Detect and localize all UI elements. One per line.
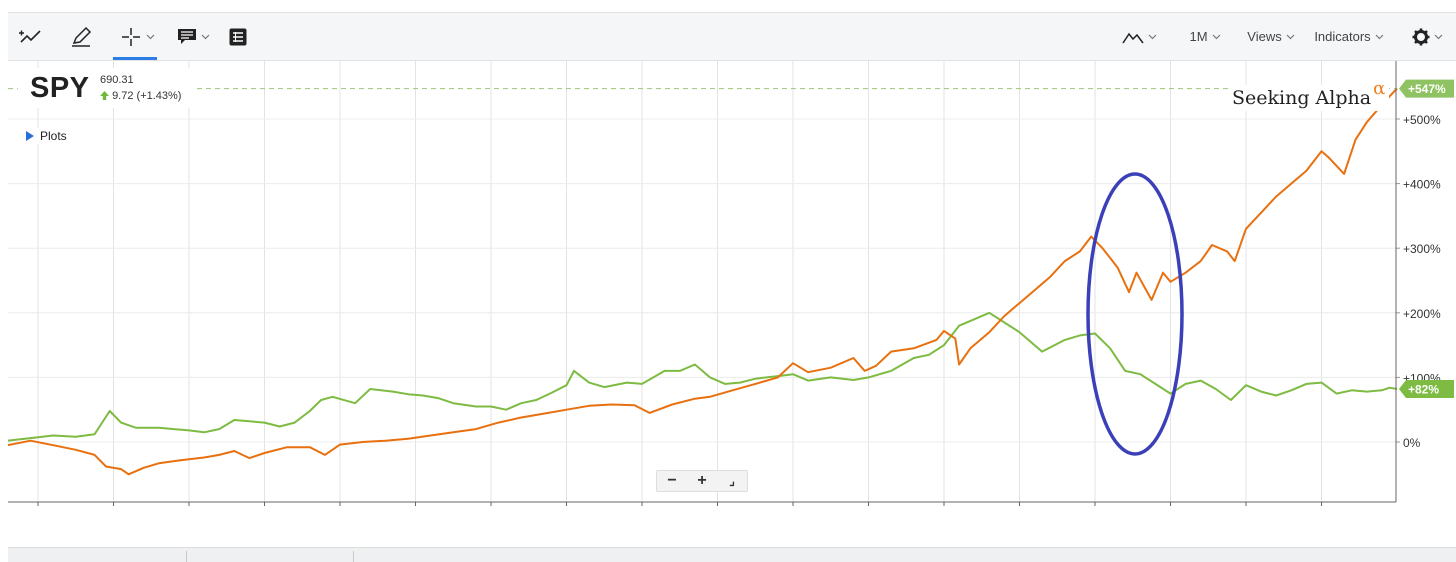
price-change: 9.72 (+1.43%) [100, 90, 181, 102]
period-dropdown[interactable]: 1M [1180, 13, 1230, 60]
chevron-down-icon [146, 34, 154, 39]
arrow-up-icon [100, 91, 109, 100]
ticker-panel [18, 68, 193, 108]
end-value-label: +82% [1408, 383, 1439, 397]
price-chart[interactable]: 2008200920102011201220132014201520162017… [7, 61, 1456, 527]
ticker-symbol: SPY [30, 72, 90, 104]
caret-right-icon [26, 131, 34, 141]
logo-text: Seeking Alpha [1232, 87, 1372, 109]
grid-lines [8, 61, 1396, 502]
y-tick-label: +400% [1403, 178, 1441, 192]
logo-alpha: α [1373, 78, 1386, 99]
period-label: 1M [1189, 29, 1208, 44]
gear-icon [1412, 28, 1429, 45]
end-labels: +547% +82% [1399, 79, 1454, 399]
indicators-dropdown[interactable]: Indicators [1308, 13, 1390, 60]
settings-button[interactable] [1402, 13, 1452, 60]
last-price: 690.31 [100, 74, 134, 86]
axes: 2008200920102011201220132014201520162017… [8, 61, 1441, 527]
table-icon[interactable] [226, 13, 250, 60]
plots-label: Plots [40, 129, 67, 143]
y-tick-label: +300% [1403, 242, 1441, 256]
bottom-scrollbar[interactable] [8, 547, 1456, 562]
zoom-controls: − + ⌟ [656, 470, 748, 492]
scroll-divider [186, 551, 187, 562]
y-tick-label: +500% [1403, 113, 1441, 127]
comment-icon[interactable] [172, 13, 214, 60]
mountain-chart-icon[interactable] [1118, 13, 1160, 60]
chart-svg: 2008200920102011201220132014201520162017… [7, 61, 1454, 527]
chevron-down-icon [1148, 34, 1156, 39]
chevron-down-icon [1212, 34, 1220, 39]
fit-button[interactable]: ⌟ [729, 474, 735, 488]
views-dropdown[interactable]: Views [1240, 13, 1302, 60]
chart-draw-icon[interactable] [16, 13, 46, 60]
chevron-down-icon [1375, 34, 1384, 39]
zoom-out-button[interactable]: − [667, 472, 677, 489]
active-tool-indicator [113, 57, 157, 60]
end-value-badge [1399, 79, 1454, 98]
chevron-down-icon [201, 34, 209, 39]
scroll-divider [353, 551, 354, 562]
chevron-down-icon [1434, 34, 1442, 39]
price-change-text: 9.72 (+1.43%) [112, 90, 182, 102]
series-line-green [7, 311, 1398, 442]
indicators-label: Indicators [1314, 29, 1371, 44]
views-label: Views [1247, 29, 1282, 44]
end-value-label: +547% [1408, 82, 1446, 96]
series-lines [7, 87, 1398, 476]
chevron-down-icon [1286, 34, 1295, 39]
series-line-orange [7, 87, 1398, 476]
chart-toolbar: 1M Views Indicators [8, 12, 1456, 61]
crosshair-icon[interactable] [116, 13, 158, 60]
end-value-badge [1399, 380, 1454, 399]
seeking-alpha-logo: Seeking Alpha α [1228, 78, 1390, 111]
plots-toggle[interactable]: Plots [26, 128, 71, 144]
highlight-ellipse [1086, 172, 1184, 456]
y-tick-label: +200% [1403, 307, 1441, 321]
y-tick-label: 0% [1403, 436, 1421, 450]
pencil-icon[interactable] [66, 13, 96, 60]
zoom-in-button[interactable]: + [697, 472, 707, 489]
